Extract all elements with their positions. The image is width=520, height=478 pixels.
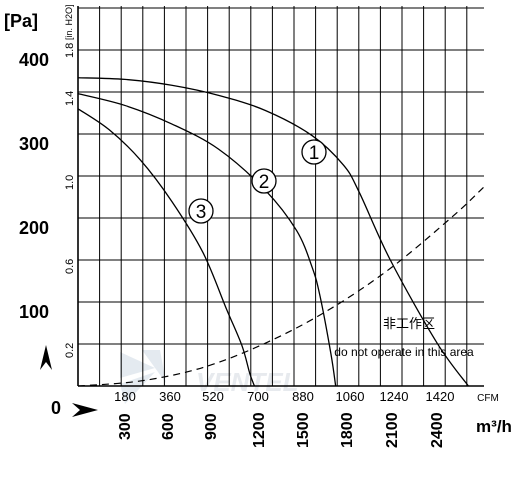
curve-label-3: 3 xyxy=(188,198,214,224)
system-curve-line xyxy=(77,186,485,387)
y-tick-label: 100 xyxy=(19,302,49,322)
up-arrow-icon xyxy=(40,345,52,370)
m3h-unit-label: m³/h xyxy=(476,417,512,436)
y-tick-label: 300 xyxy=(19,134,49,154)
m3h-tick-label: 1800 xyxy=(339,412,356,448)
curve-label-circle xyxy=(188,198,214,224)
annotation-en: do not operate in this area xyxy=(334,345,474,359)
curve-label-2: 2 xyxy=(251,168,277,194)
cfm-unit-label: CFM xyxy=(477,393,499,404)
y2-tick-label: 1.8 xyxy=(64,43,76,58)
fan-curve-1 xyxy=(77,77,469,387)
y2-tick-label: 1.0 xyxy=(64,175,76,190)
watermark-logo: VENTEL xyxy=(120,350,299,404)
fan-curve-2 xyxy=(77,93,337,387)
cfm-tick-label: 880 xyxy=(292,389,314,404)
annotation-cn: 非工作区 xyxy=(383,316,435,331)
cfm-tick-label: 700 xyxy=(247,389,269,404)
curve-label-circle xyxy=(251,168,277,194)
m3h-tick-label: 900 xyxy=(203,413,220,440)
y-axis-pa-labels: 400 300 200 100 0 xyxy=(19,50,61,418)
cfm-tick-label: 520 xyxy=(202,389,224,404)
axes xyxy=(77,6,484,387)
fan-curves xyxy=(77,77,469,387)
curve-label-circle xyxy=(301,139,327,165)
unit-inh2o-label: [in. H2O] xyxy=(64,4,74,40)
y-tick-label: 200 xyxy=(19,218,49,238)
y2-tick-label: 0.6 xyxy=(64,259,76,274)
m3h-tick-label: 1500 xyxy=(295,412,312,448)
unit-pa-label: [Pa] xyxy=(4,11,38,31)
y2-tick-label: 0.2 xyxy=(64,343,76,358)
curve-label-1: 1 xyxy=(301,139,327,165)
curve-label-text: 2 xyxy=(259,172,270,193)
curve-label-text: 1 xyxy=(309,143,320,164)
fan-curve-3 xyxy=(77,108,256,387)
y2-tick-label: 1.4 xyxy=(64,91,76,106)
origin-label: 0 xyxy=(51,398,61,418)
y-axis-inh2o-labels: 1.8 1.4 1.0 0.6 0.2 xyxy=(64,43,76,358)
m3h-tick-label: 2400 xyxy=(429,412,446,448)
grid xyxy=(77,6,484,387)
cfm-tick-label: 1060 xyxy=(336,389,365,404)
cfm-tick-label: 180 xyxy=(114,389,136,404)
cfm-tick-label: 1240 xyxy=(380,389,409,404)
m3h-tick-label: 2100 xyxy=(384,412,401,448)
m3h-tick-label: 1200 xyxy=(251,412,268,448)
right-arrow-icon xyxy=(72,403,98,417)
y-tick-label: 400 xyxy=(19,50,49,70)
m3h-tick-label: 300 xyxy=(117,413,134,440)
x-axis-cfm-labels: 180 360 520 700 880 1060 1240 1420 CFM xyxy=(114,389,499,404)
cfm-tick-label: 360 xyxy=(159,389,181,404)
curve-label-text: 3 xyxy=(196,202,207,223)
x-axis-m3h-labels: 300 600 900 1200 1500 1800 2100 2400 m³/… xyxy=(117,412,512,448)
system-curve xyxy=(77,186,485,387)
curve-labels: 1 2 3 xyxy=(188,139,327,224)
m3h-tick-label: 600 xyxy=(160,413,177,440)
cfm-tick-label: 1420 xyxy=(426,389,455,404)
svg-text:VENTEL: VENTEL xyxy=(196,367,299,397)
